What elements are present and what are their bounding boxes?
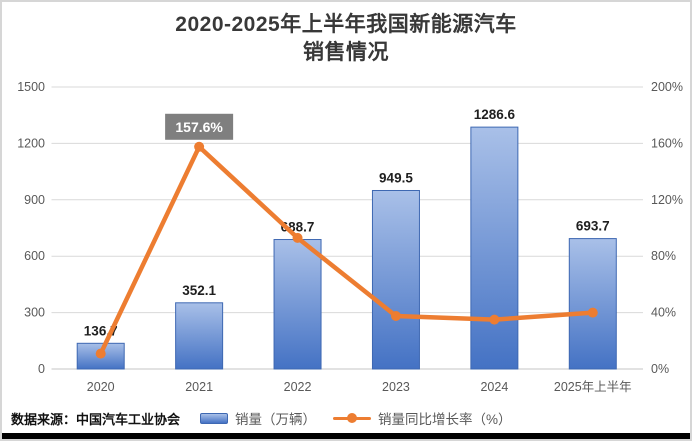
right-axis-tick-label: 0% [651,362,669,376]
line-point-2023 [390,310,401,321]
growth-line [98,144,596,356]
chart-title-line1: 2020-2025年上半年我国新能源汽车 [175,13,517,36]
left-axis-tick-label: 1500 [17,80,45,94]
legend-line-dot [347,413,357,423]
right-axis-tick-label: 200% [651,80,683,94]
bar-2023 [371,189,420,370]
data-source: 数据来源：中国汽车工业协会 [11,412,181,427]
bar-2024 [470,126,519,370]
legend-line-swatch-icon [333,413,371,424]
right-axis-tick-label: 80% [651,249,676,263]
legend-line-label: 销量同比增长率（%） [378,412,512,427]
bar-2022 [273,239,322,370]
right-axis-tick-label: 40% [651,306,676,320]
combo-chart: 0 0%300 40%600 80%900 120%1200 160%1500 200%13… [17,80,683,394]
left-axis-tick-label: 900 [24,193,45,207]
chart-title: 2020-2025年上半年我国新能源汽车 销售情况 [2,11,690,67]
chart-footer: 数据来源：中国汽车工业协会 销量（万辆） 销量同比增长率（%） [2,405,690,431]
bar-2021 [175,302,224,370]
line-point-2022 [292,232,303,243]
bar-label-2024: 1286.6 [474,107,516,122]
legend-bar-label: 销量（万辆） [235,412,316,427]
chart-title-line2: 销售情况 [303,41,389,64]
x-axis-label-2025年上半年: 2025年上半年 [554,380,632,394]
right-axis-tick-label: 120% [651,193,683,207]
bar-label-2021: 352.1 [182,283,216,298]
bar-label-2023: 949.5 [379,170,413,185]
x-axis-label-2023: 2023 [382,380,410,394]
left-axis-tick-label: 1200 [17,136,45,150]
line-point-2021 [194,141,205,152]
line-point-2020 [95,348,106,359]
left-axis-tick-label: 300 [24,306,45,320]
x-axis-label-2021: 2021 [185,380,213,394]
right-axis-tick-label: 160% [651,136,683,150]
line-point-2024 [489,314,500,325]
legend-bar-swatch-icon [200,412,228,424]
line-point-2025年上半年 [587,307,598,318]
bar-2025年上半年 [568,238,617,370]
left-axis-tick-label: 0 [38,362,45,376]
bar-label-2025年上半年: 693.7 [576,219,610,234]
legend: 销量（万辆） 销量同比增长率（%） [200,408,512,428]
line-annotation-label: 157.6% [175,119,223,135]
bar-2020 [76,342,125,370]
x-axis-label-2020: 2020 [87,380,115,394]
left-axis-tick-label: 600 [24,249,45,263]
x-axis-label-2022: 2022 [284,380,312,394]
bottom-black-bar [2,433,690,439]
x-axis-label-2024: 2024 [480,380,508,394]
line-annotation-box [165,113,234,140]
